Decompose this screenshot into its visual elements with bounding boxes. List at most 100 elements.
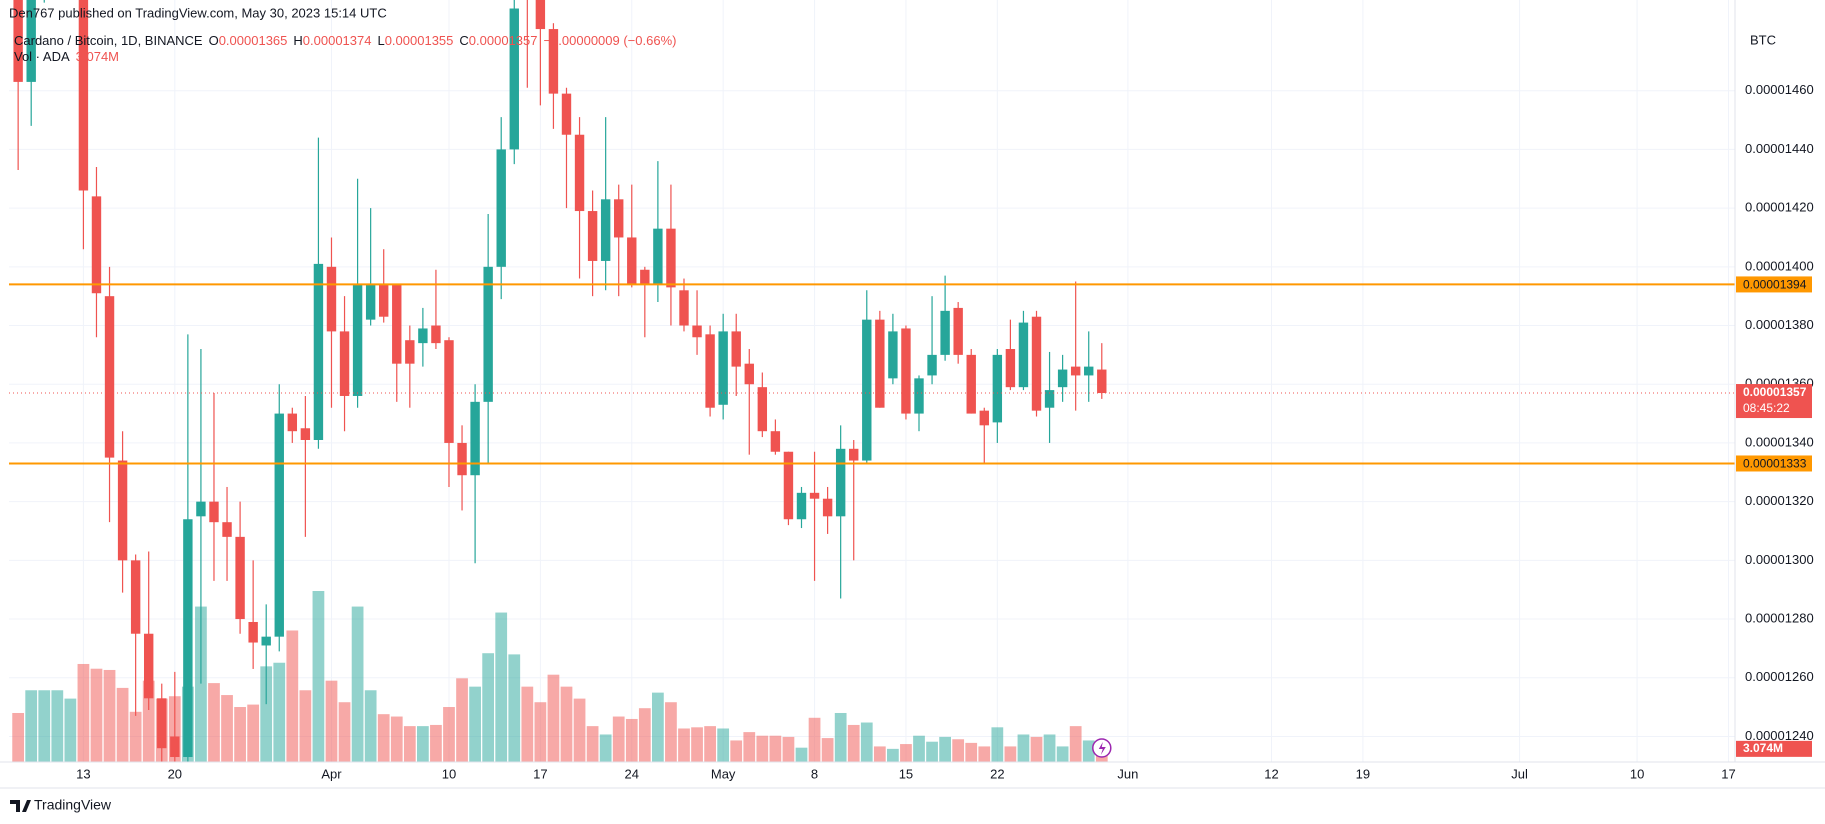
volume-bar [443,707,455,762]
candle-body [1057,369,1068,388]
candle-body [1005,349,1016,388]
countdown: 08:45:22 [1743,401,1790,415]
volume-bar [416,726,429,762]
candle-body [731,331,741,367]
candle-body [26,0,36,82]
legend-volume: Vol · ADA 3.074M [14,49,119,64]
candle-body [392,284,402,364]
x-tick-label: 10 [442,766,456,781]
volume-bar [273,662,286,762]
candle-body [966,354,976,414]
candle-body [574,134,585,212]
volume-bar [247,704,260,762]
volume-bar [847,724,860,762]
candle-body [849,448,859,461]
volume-bar [338,702,351,762]
x-tick-label: 13 [76,766,90,781]
candle-body [692,325,702,338]
plot-area [9,0,1735,762]
volume-bar [430,724,442,762]
candle-body [509,8,519,150]
candle-body [183,519,193,758]
y-tick-label: 0.00001380 [1745,317,1814,332]
x-tick-label: 19 [1356,766,1370,781]
candle-body [835,448,846,517]
footer-brand: TradingView [34,797,112,813]
volume-label-box [1736,740,1812,757]
y-tick-label: 0.00001460 [1745,82,1814,97]
volume-bar [1082,740,1095,762]
legend-ohlc-value: 0.00001357 [469,33,538,48]
x-tick-label: May [711,766,736,781]
candle-body [418,328,428,344]
y-tick-label: 0.00001400 [1745,258,1814,273]
volume-bar [769,735,782,762]
candle-body [1097,369,1107,394]
candle-body [1084,366,1094,376]
candle-body [170,736,180,758]
overlay-layer: 0.00001394 0.00001333 0.00001357 08:45:22 3.… [14,33,1812,758]
candle-body [365,284,376,320]
volume-bar [64,698,77,762]
candle-body [157,698,167,749]
volume-bar [51,690,64,762]
volume-bar [573,698,586,762]
x-tick-label: 24 [625,766,639,781]
candle-body [783,451,794,520]
legend-volume-value: 3.074M [76,49,119,64]
candle-body [666,228,676,288]
candle-body [587,211,598,261]
candle-body [796,492,807,520]
volume-bar [939,736,951,762]
volume-bar [547,674,560,762]
volume-bar [560,686,573,762]
volume-bar [469,686,481,762]
volume-bar [625,718,638,762]
candle-body [600,199,611,261]
volume-bar [795,747,808,762]
volume-bar [325,680,338,762]
level-label-box [1736,276,1812,293]
volume-bar [730,740,743,762]
y-tick-label: 0.00001320 [1745,493,1814,508]
candle-body [313,263,324,440]
volume-bar [900,744,912,762]
x-tick-label: 20 [168,766,182,781]
candle-body [1044,390,1055,408]
candle-body [718,331,728,405]
volume-last-label: 3.074M [1743,741,1783,755]
y-tick-label: 0.00001280 [1745,610,1814,625]
candle-body [705,334,715,408]
volume-bar [286,630,299,762]
volume-bar [873,746,886,762]
candle-body [770,431,781,452]
candle-body [457,442,467,476]
volume-bar [1004,746,1017,762]
volume-bar [782,736,795,762]
volume-bar [612,716,625,762]
candle-body [209,501,219,523]
x-tick-label: 22 [990,766,1004,781]
last-price-label: 0.00001357 [1743,385,1807,399]
volume-bar [860,722,873,762]
candle-body [483,266,493,402]
volume-bar [586,726,599,762]
x-tick-label: 8 [811,766,818,781]
candle-body [862,319,872,461]
candle-body [901,328,911,414]
volume-bar [12,712,25,762]
candle-body [379,284,389,317]
candle-body [13,0,23,82]
volume-bar [299,690,312,762]
volume-bar [1030,736,1043,762]
y-tick-label: 0.00001440 [1745,141,1814,156]
volume-bar [834,712,847,762]
candle-body [143,633,154,699]
volume-bar [665,702,677,762]
y-tick-label: 0.00001240 [1745,728,1814,743]
candle-body [287,413,298,432]
volume-bar [808,717,821,762]
tradingview-logo [10,800,31,812]
